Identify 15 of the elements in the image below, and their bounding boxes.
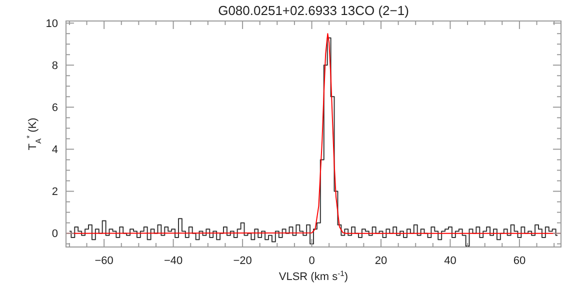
y-tick-label: 6 bbox=[52, 102, 58, 114]
chart-title: G080.0251+02.6933 13CO (2−1) bbox=[218, 3, 409, 18]
y-tick-label: 2 bbox=[52, 186, 58, 198]
x-tick-label: −60 bbox=[94, 255, 114, 267]
x-tick-label: 20 bbox=[374, 255, 388, 267]
x-tick-label: −20 bbox=[233, 255, 252, 267]
x-tick-label: 40 bbox=[444, 255, 456, 267]
y-tick-label: 0 bbox=[52, 228, 58, 240]
x-tick-label: −40 bbox=[164, 255, 183, 267]
x-tick-label: 0 bbox=[308, 255, 315, 267]
y-tick-label: 8 bbox=[52, 60, 58, 72]
x-tick-label: 60 bbox=[513, 255, 526, 267]
y-tick-label: 10 bbox=[46, 18, 58, 30]
y-tick-label: 4 bbox=[52, 144, 58, 156]
x-axis-title: VLSR (km s$^{-1}$) bbox=[278, 268, 348, 283]
